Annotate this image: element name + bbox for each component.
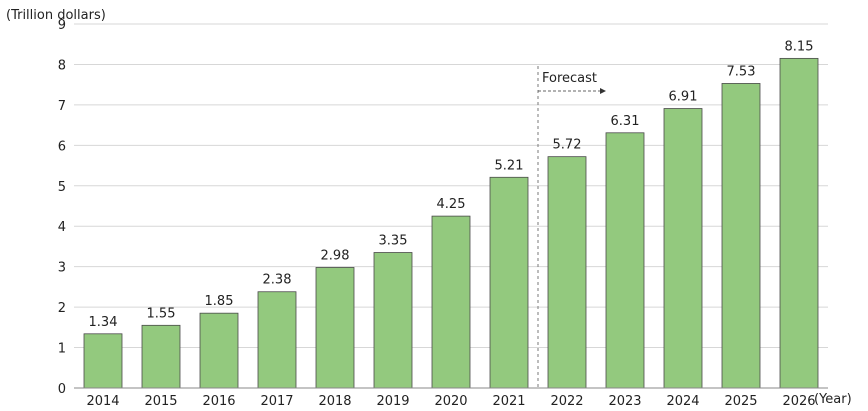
x-tick-label: 2017 bbox=[260, 394, 293, 409]
x-tick-label: 2022 bbox=[550, 394, 583, 409]
x-tick-label: 2020 bbox=[434, 394, 467, 409]
x-tick-label: 2019 bbox=[376, 394, 409, 409]
y-axis-ticks: 0 1 2 3 4 5 6 7 8 9 bbox=[58, 18, 66, 397]
y-tick-label: 2 bbox=[58, 301, 66, 316]
bar-2018 bbox=[315, 267, 355, 389]
y-tick-label: 1 bbox=[58, 342, 66, 357]
bar-2016 bbox=[199, 312, 239, 389]
value-label-2023: 6.31 bbox=[611, 114, 640, 129]
value-label-2015: 1.55 bbox=[147, 306, 176, 321]
bar-2026 bbox=[779, 57, 819, 389]
y-tick-label: 0 bbox=[58, 382, 66, 397]
x-tick-label: 2024 bbox=[666, 394, 699, 409]
value-label-2020: 4.25 bbox=[437, 197, 466, 212]
bar-2014 bbox=[83, 333, 123, 389]
y-tick-label: 3 bbox=[58, 261, 66, 276]
x-tick-label: 2018 bbox=[318, 394, 351, 409]
y-tick-label: 5 bbox=[58, 180, 66, 195]
x-tick-label: 2016 bbox=[202, 394, 235, 409]
bar-2021 bbox=[489, 176, 529, 389]
bars bbox=[83, 57, 819, 389]
y-axis-unit-label: (Trillion dollars) bbox=[6, 8, 106, 23]
y-tick-label: 4 bbox=[58, 220, 66, 235]
bar-2019 bbox=[373, 252, 413, 389]
value-label-2017: 2.38 bbox=[263, 273, 292, 288]
gridlines bbox=[74, 23, 828, 349]
value-label-2016: 1.85 bbox=[205, 294, 234, 309]
x-tick-label: 2021 bbox=[492, 394, 525, 409]
y-tick-label: 9 bbox=[58, 18, 66, 33]
y-tick-label: 8 bbox=[58, 58, 66, 73]
value-label-2018: 2.98 bbox=[321, 248, 350, 263]
value-label-2022: 5.72 bbox=[553, 138, 582, 153]
bar-2022 bbox=[547, 156, 587, 389]
bar-2020 bbox=[431, 215, 471, 389]
forecast-arrowhead bbox=[600, 88, 606, 94]
data-labels: 1.34 1.55 1.85 2.38 2.98 3.35 4.25 5.21 5.72 6.31… bbox=[89, 39, 814, 329]
bar-2023 bbox=[605, 132, 645, 389]
bar-2015 bbox=[141, 324, 181, 389]
y-tick-label: 7 bbox=[58, 99, 66, 114]
value-label-2014: 1.34 bbox=[89, 315, 118, 330]
value-label-2019: 3.35 bbox=[379, 234, 408, 249]
bar-2017 bbox=[257, 291, 297, 389]
bar-2025 bbox=[721, 83, 761, 389]
x-axis-unit-label: (Year) bbox=[814, 392, 852, 407]
value-label-2026: 8.15 bbox=[785, 39, 814, 54]
y-tick-label: 6 bbox=[58, 139, 66, 154]
x-tick-label: 2015 bbox=[144, 394, 177, 409]
value-label-2025: 7.53 bbox=[727, 64, 756, 79]
x-axis-ticks: 2014 2015 2016 2017 2018 2019 2020 2021 2022 2023… bbox=[86, 394, 815, 409]
x-tick-label: 2026 bbox=[782, 394, 815, 409]
forecast-label: Forecast bbox=[542, 71, 597, 86]
x-tick-label: 2014 bbox=[86, 394, 119, 409]
x-tick-label: 2023 bbox=[608, 394, 641, 409]
value-label-2021: 5.21 bbox=[495, 158, 524, 173]
value-label-2024: 6.91 bbox=[669, 90, 698, 105]
x-tick-label: 2025 bbox=[724, 394, 757, 409]
bar-2024 bbox=[663, 108, 703, 389]
